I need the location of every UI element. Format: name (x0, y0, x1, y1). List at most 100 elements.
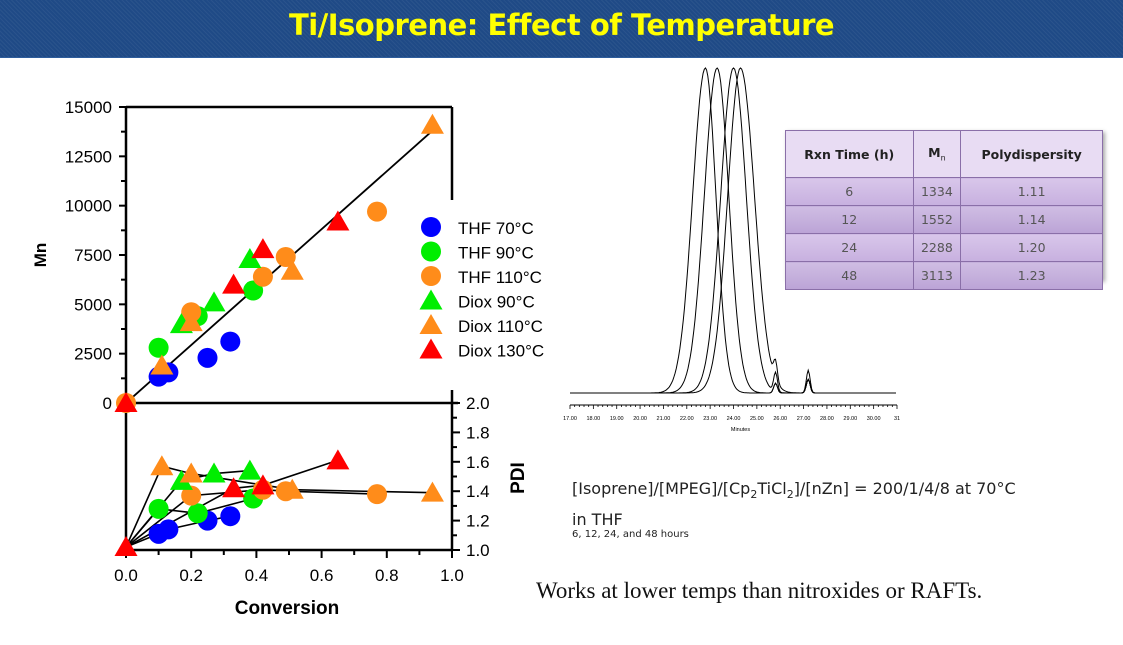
pdi-point (280, 478, 304, 499)
reaction-conditions: [Isoprene]/[MPEG]/[Cp2TiCl2]/[nZn] = 200… (572, 479, 1016, 530)
legend-marker (419, 314, 443, 334)
mn-point (148, 337, 169, 358)
reaction-times-note: 6, 12, 24, and 48 hours (572, 529, 689, 540)
gpc-axis-label: Minutes (731, 427, 751, 433)
mn-point (202, 291, 226, 312)
cell-pdi: 1.14 (960, 205, 1103, 234)
mn-point (222, 273, 246, 294)
header-rxn-time: Rxn Time (h) (785, 130, 914, 178)
mn-tick-label: 10000 (65, 197, 112, 216)
legend-label: Diox 90°C (458, 293, 535, 312)
mn-point (114, 392, 138, 412)
mn-tick-label: 5000 (74, 295, 112, 314)
legend-marker (419, 289, 443, 310)
pdi-point (202, 462, 226, 483)
legend-label: Diox 110°C (458, 317, 543, 336)
pdi-point (187, 503, 208, 524)
gpc-tick-label: 22.00 (680, 416, 694, 422)
pdi-point (114, 536, 138, 557)
legend-label: THF 70°C (458, 219, 534, 238)
pdi-point (158, 519, 179, 540)
gpc-tick-label: 27.00 (797, 416, 811, 422)
pdi-point (181, 485, 202, 506)
legend-marker (421, 241, 441, 262)
x-tick-label: 0.8 (375, 566, 399, 585)
gpc-tick-label: 25.00 (750, 416, 764, 422)
mn-point (326, 210, 350, 231)
pdi-point (251, 474, 275, 495)
pdi-axis-label: PDI (508, 462, 529, 494)
cell-pdi: 1.20 (960, 233, 1103, 262)
gpc-tick-label: 21.00 (657, 416, 671, 422)
mn-point (275, 246, 296, 267)
cell-time: 24 (785, 233, 914, 262)
legend-label: THF 90°C (458, 244, 534, 263)
legend-marker (421, 266, 441, 286)
pdi-point (222, 477, 246, 498)
gpc-tick-label: 19.00 (610, 416, 624, 422)
pdi-point (150, 455, 174, 476)
mn-tick-label: 2500 (74, 345, 112, 364)
x-tick-label: 0.4 (245, 566, 269, 585)
legend-label: Diox 130°C (458, 342, 544, 361)
cell-time: 12 (785, 205, 914, 234)
gpc-tick-label: 17.00 (563, 416, 577, 422)
legend-marker (421, 217, 441, 237)
pdi-point (148, 498, 169, 519)
pdi-point (326, 449, 350, 470)
pdi-point (367, 484, 388, 505)
gpc-tick-label: 28.00 (820, 416, 834, 422)
pdi-tick-label: 1.6 (466, 453, 490, 472)
mn-axes: 0 2500 5000 7500 10000 12500 15000 Mn (31, 98, 458, 550)
pdi-axes: 1.0 1.2 1.4 1.6 1.8 2.0 PDI 0.0 0.2 0.4 0.6 0.8 1.0 C… (114, 394, 529, 619)
title-banner: Ti/Isoprene: Effect of Temperature (0, 0, 1123, 58)
x-axis-label: Conversion (235, 598, 340, 619)
mn-tick-label: 7500 (74, 246, 112, 265)
header-mn: Mn (912, 130, 962, 178)
pdi-tick-label: 1.2 (466, 512, 490, 531)
legend-label: THF 110°C (458, 268, 542, 287)
header-polydispersity: Polydispersity (960, 130, 1103, 178)
cell-time: 6 (785, 177, 914, 206)
mn-tick-label: 12500 (65, 147, 112, 166)
table-row: 6 1334 1.11 (785, 177, 1103, 206)
mn-point (420, 113, 444, 134)
mn-point (220, 331, 241, 352)
results-table: Rxn Time (h) Mn Polydispersity 6 1334 1.… (785, 130, 1103, 290)
pdi-point (420, 481, 444, 502)
mn-tick-label: 15000 (65, 98, 112, 117)
cell-time: 48 (785, 261, 914, 290)
mn-point (197, 347, 218, 368)
gpc-tick-label: 30.00 (867, 416, 881, 422)
cell-mn: 1334 (912, 177, 962, 206)
table-row: 48 3113 1.23 (785, 261, 1103, 290)
gpc-tick-label: 31 (894, 416, 900, 422)
legend-background (412, 208, 572, 366)
gpc-tick-label: 24.00 (727, 416, 741, 422)
mn-point (150, 354, 174, 375)
x-tick-label: 0.2 (179, 566, 203, 585)
slide-title: Ti/Isoprene: Effect of Temperature (288, 8, 835, 42)
mn-point (243, 280, 264, 301)
pdi-tick-label: 1.8 (466, 423, 490, 442)
mn-point (280, 259, 304, 280)
x-tick-label: 1.0 (440, 566, 464, 585)
pdi-point (220, 506, 241, 527)
mn-point (238, 247, 262, 268)
pdi-point (179, 462, 203, 483)
cell-mn: 2288 (912, 233, 962, 262)
pdi-tick-label: 1.0 (466, 541, 490, 560)
mn-axis-label: Mn (31, 243, 50, 268)
legend-marker (419, 338, 443, 359)
gpc-tick-label: 20.00 (633, 416, 647, 422)
gpc-chart: 17.00 18.00 19.00 20.00 21.00 22.00 23.00 24.00… (563, 67, 900, 433)
pdi-tick-label: 2.0 (466, 394, 490, 413)
pdi-trend-line (125, 459, 339, 548)
cell-mn: 3113 (912, 261, 962, 290)
gpc-trace (570, 67, 896, 394)
pdi-tick-label: 1.4 (466, 482, 490, 501)
mn-point (252, 266, 273, 287)
mn-tick-label: 0 (103, 394, 112, 413)
mn-point (367, 201, 388, 222)
